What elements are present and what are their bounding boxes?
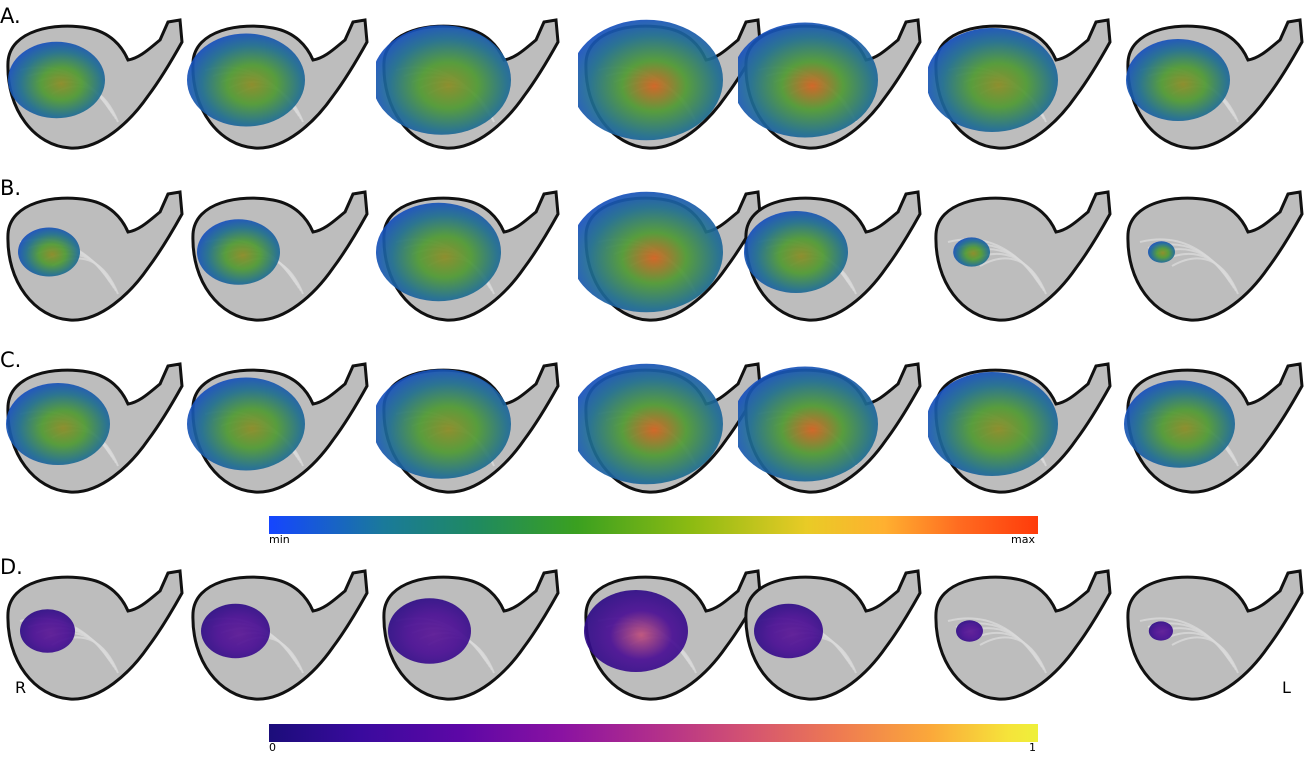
activation-overlay <box>187 377 305 471</box>
activation-overlay <box>953 237 990 267</box>
colorbar-plasma-max-label: 1 <box>1029 741 1036 754</box>
brain-slice <box>376 0 561 170</box>
brain-slice <box>1120 344 1305 514</box>
cerebellum-lobe <box>1126 190 1304 322</box>
brain-slice <box>928 344 1113 514</box>
activation-overlay <box>388 598 471 664</box>
colorbar-plasma-min-label: 0 <box>269 741 276 754</box>
brain-slice <box>738 344 923 514</box>
activation-overlay <box>376 369 511 479</box>
brain-slice <box>578 0 763 170</box>
brain-slice <box>738 172 923 342</box>
brain-slice <box>578 172 763 342</box>
row-d <box>0 551 1307 721</box>
cerebellum-lobe <box>6 190 184 322</box>
brain-slice <box>578 344 763 514</box>
colorbar-jet-max-label: max <box>1011 533 1035 546</box>
activation-overlay <box>197 219 280 285</box>
colorbar-plasma <box>269 724 1038 742</box>
row-b <box>0 172 1307 342</box>
activation-overlay <box>956 620 983 642</box>
orientation-right-label: R <box>15 678 27 697</box>
row-a <box>0 0 1307 170</box>
activation-overlay <box>584 590 688 672</box>
activation-overlay <box>578 363 723 485</box>
brain-slice <box>1120 551 1305 721</box>
activation-overlay <box>738 366 878 482</box>
brain-slice <box>0 551 185 721</box>
activation-overlay <box>744 211 848 293</box>
brain-slice <box>928 551 1113 721</box>
panel-label-a: A. <box>0 4 21 28</box>
brain-slice <box>376 551 561 721</box>
cerebellum-lobe <box>934 190 1112 322</box>
activation-overlay <box>928 28 1058 132</box>
cerebellum-lobe <box>1126 569 1304 701</box>
activation-overlay <box>187 33 305 127</box>
row-c <box>0 344 1307 514</box>
brain-slice <box>928 172 1113 342</box>
activation-overlay <box>1148 241 1175 263</box>
activation-overlay <box>6 383 110 465</box>
brain-slice <box>0 172 185 342</box>
brain-slice <box>1120 0 1305 170</box>
brain-slice <box>1120 172 1305 342</box>
brain-slice <box>738 0 923 170</box>
activation-overlay <box>754 603 823 659</box>
brain-slice <box>376 344 561 514</box>
activation-overlay <box>20 609 75 653</box>
colorbar-jet <box>269 516 1038 534</box>
brain-slice <box>185 172 370 342</box>
orientation-left-label: L <box>1282 678 1291 697</box>
brain-slice <box>928 0 1113 170</box>
panel-label-b: B. <box>0 176 22 200</box>
panel-label-d: D. <box>0 555 23 579</box>
panel-label-c: C. <box>0 348 22 372</box>
activation-overlay <box>578 191 723 313</box>
activation-overlay <box>8 41 105 119</box>
cerebellum-lobe <box>744 569 922 701</box>
brain-slice <box>578 551 763 721</box>
brain-slice <box>0 344 185 514</box>
activation-overlay <box>928 372 1058 476</box>
activation-overlay <box>1148 621 1173 641</box>
activation-overlay <box>201 603 270 659</box>
brain-slice <box>185 551 370 721</box>
cerebellum-lobe <box>6 569 184 701</box>
activation-overlay <box>578 19 723 141</box>
activation-overlay <box>376 25 511 135</box>
activation-overlay <box>1124 380 1235 468</box>
cerebellum-lobe <box>191 569 369 701</box>
brain-slice <box>738 551 923 721</box>
brain-slice <box>0 0 185 170</box>
activation-overlay <box>1126 39 1230 121</box>
activation-overlay <box>738 22 878 138</box>
brain-slice <box>185 344 370 514</box>
colorbar-jet-min-label: min <box>269 533 290 546</box>
brain-slice <box>376 172 561 342</box>
brain-slice <box>185 0 370 170</box>
activation-overlay <box>18 227 80 277</box>
cerebellum-lobe <box>934 569 1112 701</box>
activation-overlay <box>376 202 501 302</box>
